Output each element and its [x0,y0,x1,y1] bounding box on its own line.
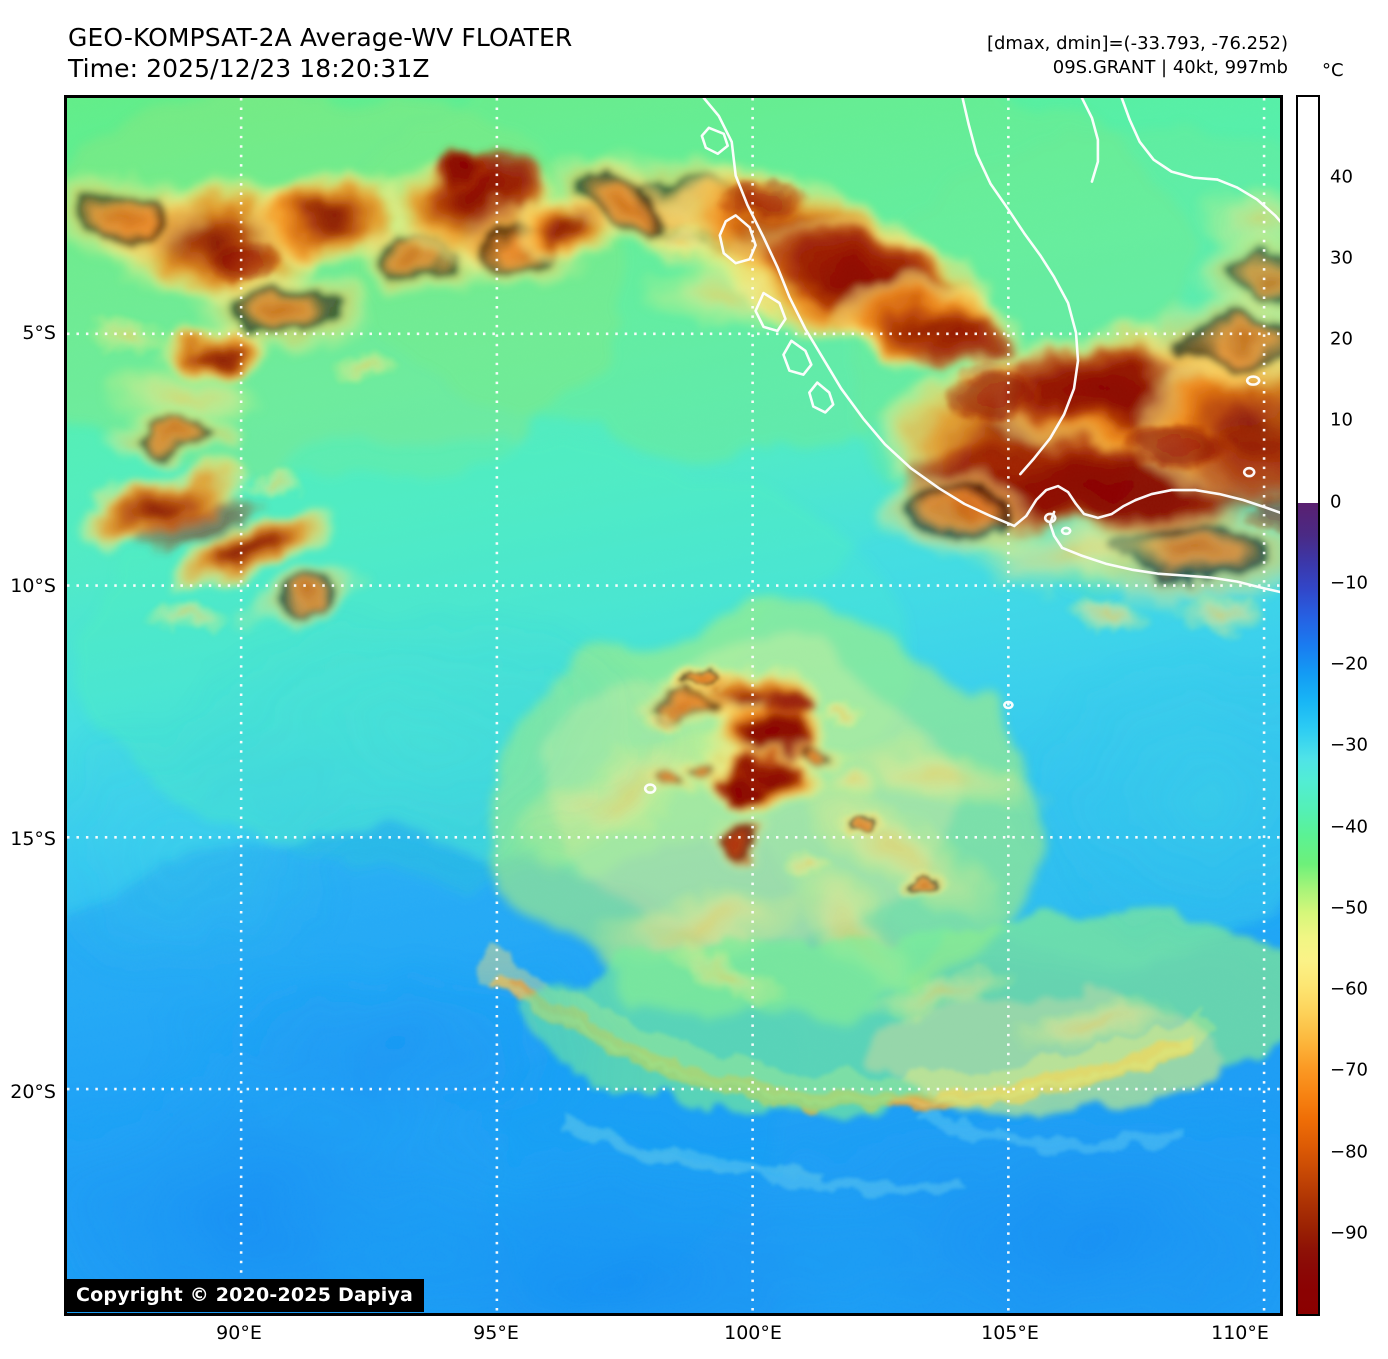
colorbar-tick-5: −10 [1330,572,1368,594]
colorbar-tick-9: −50 [1330,897,1368,919]
colorbar-unit-label: °C [1322,60,1344,81]
x-tick-label-1: 95°E [473,1322,519,1344]
y-tick-label-0: 5°S [22,322,56,344]
colorbar[interactable] [1296,95,1320,1316]
colorbar-gradient [1298,502,1318,1314]
colorbar-tick-7: −30 [1330,734,1368,756]
satellite-image-plot[interactable] [64,95,1283,1316]
title-block: GEO-KOMPSAT-2A Average-WV FLOATER Time: … [68,22,572,84]
colorbar-tick-1: 30 [1330,247,1353,269]
y-tick-label-1: 10°S [10,575,56,597]
metadata-block: [dmax, dmin]=(-33.793, -76.252) 09S.GRAN… [987,32,1288,80]
colorbar-tick-0: 40 [1330,166,1353,188]
y-tick-label-3: 20°S [10,1081,56,1103]
colorbar-tick-3: 10 [1330,409,1353,431]
satellite-imagery-canvas [67,98,1280,1313]
x-tick-label-0: 90°E [216,1322,262,1344]
colorbar-tick-6: −20 [1330,653,1368,675]
colorbar-tick-4: 0 [1330,491,1342,513]
colorbar-tick-13: −90 [1330,1222,1368,1244]
storm-info-label: 09S.GRANT | 40kt, 997mb [1052,57,1288,78]
colorbar-tick-10: −60 [1330,978,1368,1000]
dmax-dmin-label: [dmax, dmin]=(-33.793, -76.252) [986,33,1288,54]
colorbar-tick-11: −70 [1330,1059,1368,1081]
page-title: GEO-KOMPSAT-2A Average-WV FLOATER [68,23,573,52]
x-tick-label-3: 105°E [981,1322,1039,1344]
colorbar-tick-12: −80 [1330,1141,1368,1163]
timestamp-label: Time: 2025/12/23 18:20:31Z [68,54,430,83]
colorbar-tick-8: −40 [1330,816,1368,838]
copyright-watermark: Copyright © 2020-2025 Dapiya [65,1279,425,1312]
x-tick-label-2: 100°E [724,1322,782,1344]
colorbar-tick-2: 20 [1330,328,1353,350]
x-tick-label-4: 110°E [1211,1322,1269,1344]
y-tick-label-2: 15°S [10,828,56,850]
